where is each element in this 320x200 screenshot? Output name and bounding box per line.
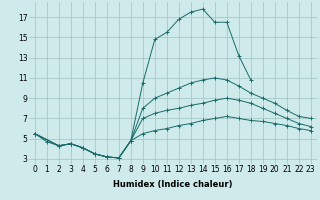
X-axis label: Humidex (Indice chaleur): Humidex (Indice chaleur): [113, 180, 233, 189]
